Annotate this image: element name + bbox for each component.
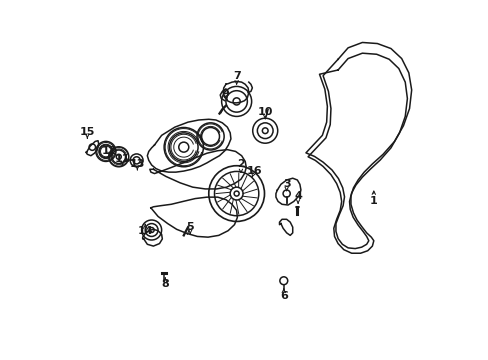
Text: 12: 12 [102,146,117,156]
Text: 6: 6 [279,291,287,301]
Text: 8: 8 [161,279,169,289]
Text: 4: 4 [294,191,302,201]
Text: 14: 14 [137,226,153,236]
Text: 3: 3 [282,179,290,189]
Text: 16: 16 [246,166,262,176]
Text: 15: 15 [80,127,95,137]
Text: 5: 5 [186,222,194,232]
Text: 11: 11 [114,154,130,164]
Text: 9: 9 [221,89,228,99]
Text: 10: 10 [257,107,272,117]
Text: 1: 1 [369,197,377,206]
Text: 2: 2 [237,159,244,169]
Text: 7: 7 [232,71,240,81]
Text: 13: 13 [129,159,145,169]
